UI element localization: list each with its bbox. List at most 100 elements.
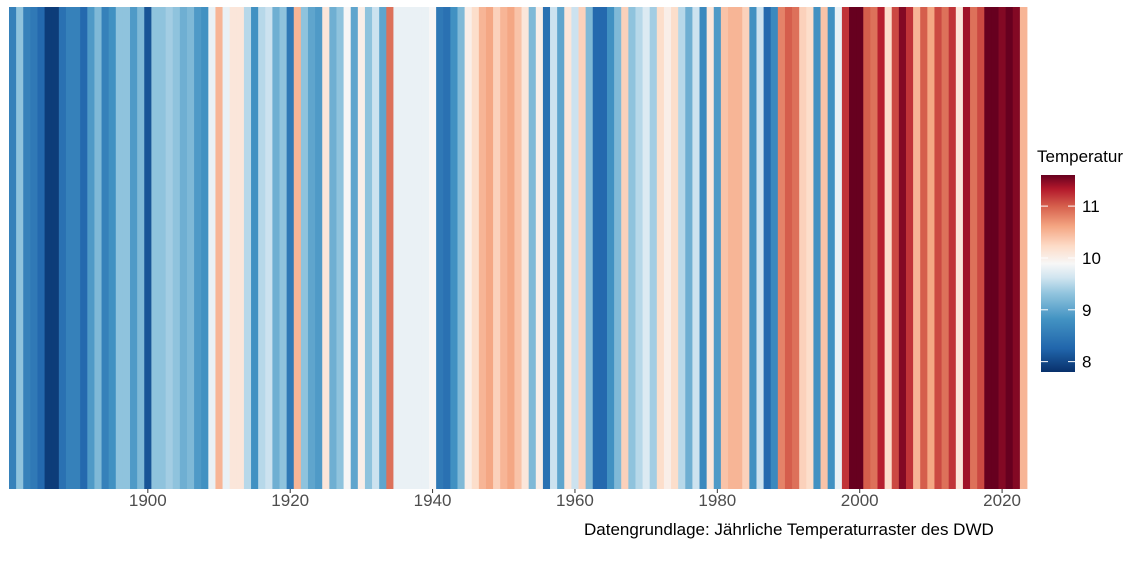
stripe-1886 — [44, 7, 53, 489]
x-axis: 1900 1920 1940 1960 1980 2000 2020 — [129, 489, 1021, 510]
stripe-1901 — [151, 7, 159, 489]
stripe-1981 — [720, 7, 729, 489]
stripe-1916 — [258, 7, 266, 489]
legend-tick-label: 9 — [1082, 301, 1091, 320]
stripe-1930 — [357, 7, 366, 489]
stripe-1996 — [827, 7, 836, 489]
stripe-2007 — [905, 7, 914, 489]
stripe-1884 — [30, 7, 38, 489]
stripe-1994 — [813, 7, 821, 489]
stripe-1989 — [777, 7, 786, 489]
stripe-2013 — [948, 7, 957, 489]
legend-tick-label: 11 — [1082, 197, 1100, 216]
stripe-1915 — [251, 7, 259, 489]
stripe-1943 — [450, 7, 458, 489]
stripe-1883 — [23, 7, 31, 489]
stripe-1979 — [706, 7, 715, 489]
stripe-1911 — [222, 7, 231, 489]
stripe-1934 — [386, 7, 394, 489]
stripe-2015 — [962, 7, 971, 489]
x-tick-label: 2000 — [841, 491, 879, 510]
stripe-1964 — [599, 7, 608, 489]
x-tick-label: 1900 — [129, 491, 167, 510]
stripe-1937 — [407, 7, 416, 489]
stripe-1891 — [80, 7, 88, 489]
stripe-1993 — [806, 7, 814, 489]
stripe-1971 — [649, 7, 658, 489]
stripe-1935 — [393, 7, 401, 489]
stripe-1896 — [115, 7, 124, 489]
x-tick-label: 2020 — [983, 491, 1021, 510]
stripe-1907 — [194, 7, 202, 489]
stripe-1940 — [429, 7, 437, 489]
stripe-1906 — [186, 7, 195, 489]
stripe-1982 — [728, 7, 736, 489]
stripe-1928 — [343, 7, 352, 489]
stripe-1944 — [457, 7, 466, 489]
stripe-1924 — [315, 7, 323, 489]
stripe-1895 — [108, 7, 117, 489]
stripe-1912 — [229, 7, 238, 489]
stripe-1923 — [307, 7, 316, 489]
stripe-1956 — [542, 7, 551, 489]
stripe-1959 — [564, 7, 572, 489]
stripe-1904 — [172, 7, 181, 489]
stripe-2020 — [998, 7, 1007, 489]
stripe-2019 — [991, 7, 999, 489]
stripe-1936 — [400, 7, 409, 489]
stripe-1958 — [557, 7, 565, 489]
stripe-1890 — [73, 7, 81, 489]
stripe-1987 — [763, 7, 772, 489]
stripe-1932 — [372, 7, 380, 489]
stripe-2014 — [955, 7, 964, 489]
stripe-1955 — [535, 7, 544, 489]
stripe-2023 — [1019, 7, 1028, 489]
stripe-1919 — [279, 7, 288, 489]
stripe-1898 — [130, 7, 138, 489]
stripe-1938 — [414, 7, 423, 489]
stripe-2021 — [1005, 7, 1014, 489]
stripe-1910 — [215, 7, 223, 489]
stripe-2022 — [1012, 7, 1021, 489]
stripe-2002 — [870, 7, 878, 489]
stripe-1973 — [663, 7, 672, 489]
stripe-1968 — [628, 7, 636, 489]
stripe-1977 — [692, 7, 700, 489]
x-tick-label: 1920 — [271, 491, 309, 510]
stripe-1920 — [286, 7, 295, 489]
stripe-2018 — [984, 7, 992, 489]
stripe-2003 — [877, 7, 886, 489]
stripe-1942 — [443, 7, 451, 489]
x-tick-label: 1940 — [414, 491, 452, 510]
stripe-1997 — [834, 7, 843, 489]
x-tick-label: 1980 — [698, 491, 736, 510]
stripe-1903 — [165, 7, 174, 489]
stripe-1881 — [9, 7, 17, 489]
stripe-1926 — [329, 7, 337, 489]
stripe-2006 — [898, 7, 907, 489]
legend-tick-label: 10 — [1082, 249, 1101, 268]
stripe-1946 — [471, 7, 480, 489]
stripe-1892 — [87, 7, 95, 489]
stripe-1917 — [265, 7, 273, 489]
stripe-1991 — [792, 7, 800, 489]
stripe-1953 — [521, 7, 530, 489]
stripe-1913 — [236, 7, 245, 489]
stripe-1885 — [37, 7, 45, 489]
stripe-1962 — [585, 7, 594, 489]
stripe-1893 — [94, 7, 102, 489]
stripe-1960 — [571, 7, 579, 489]
stripe-1902 — [158, 7, 167, 489]
color-legend: Temperatur 8 9 10 11 — [1037, 147, 1123, 372]
stripe-1988 — [770, 7, 779, 489]
colorbar — [1041, 175, 1075, 372]
stripe-1945 — [464, 7, 473, 489]
stripe-1882 — [16, 7, 24, 489]
stripe-1990 — [784, 7, 793, 489]
stripe-2017 — [977, 7, 985, 489]
stripe-2016 — [970, 7, 978, 489]
stripe-2010 — [927, 7, 935, 489]
stripe-2008 — [913, 7, 921, 489]
stripe-1922 — [300, 7, 309, 489]
